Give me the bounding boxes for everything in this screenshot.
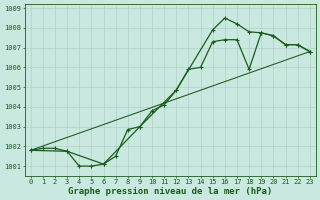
- X-axis label: Graphe pression niveau de la mer (hPa): Graphe pression niveau de la mer (hPa): [68, 187, 272, 196]
